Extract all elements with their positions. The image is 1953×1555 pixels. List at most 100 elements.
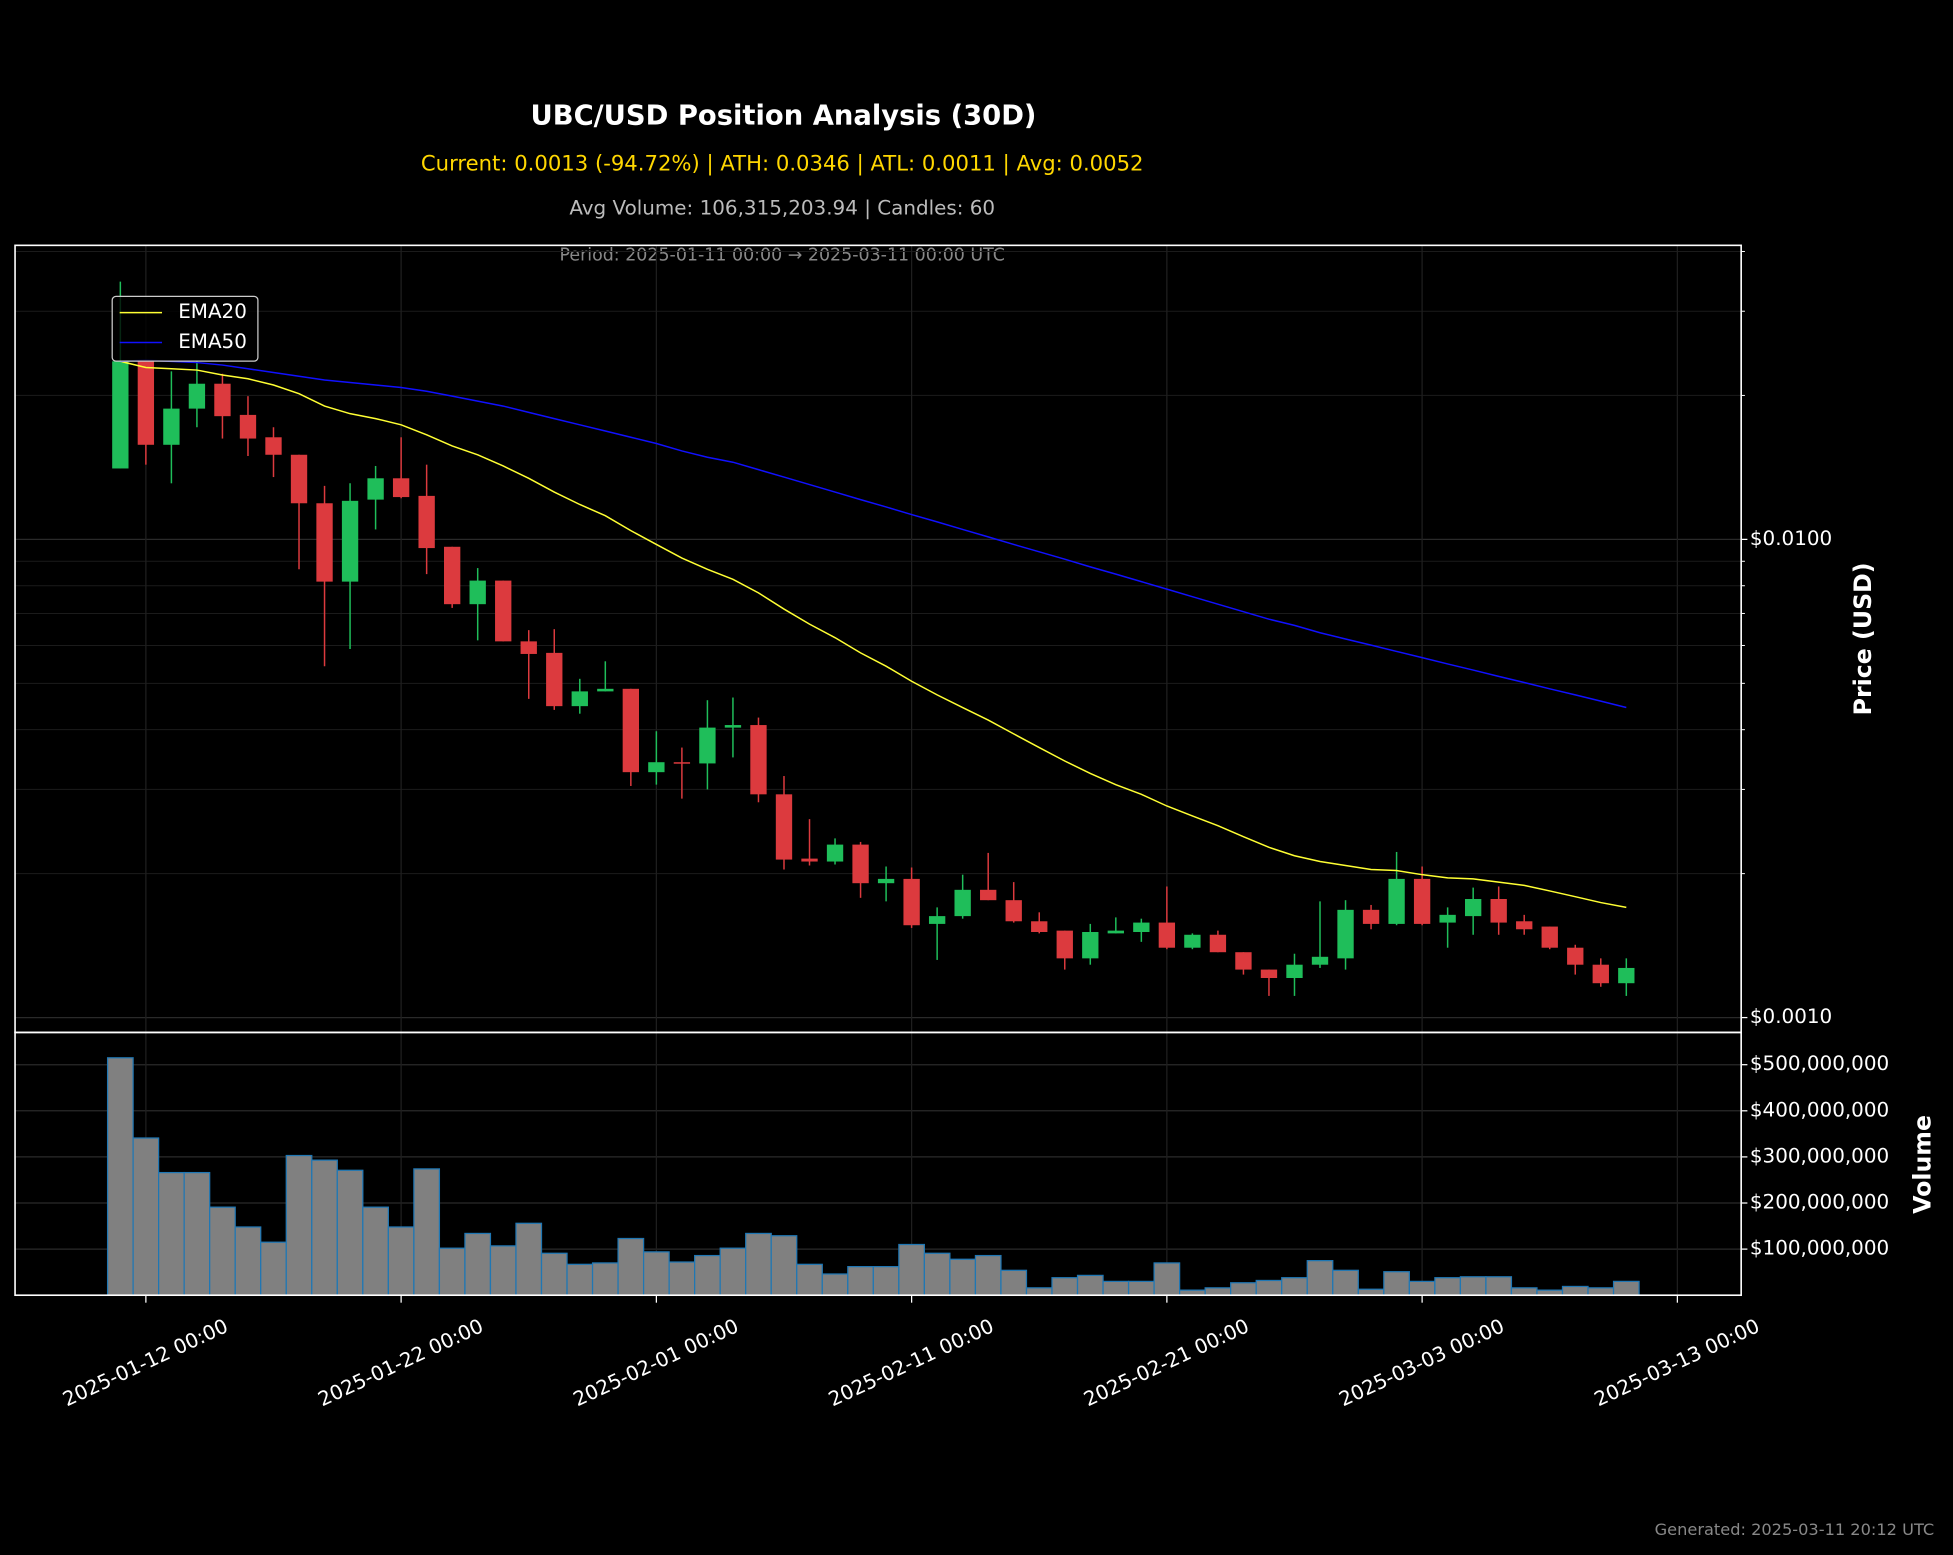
volume-bar [694, 1254, 721, 1296]
candle-body [290, 454, 308, 504]
volume-bar [1408, 1280, 1436, 1296]
volume-bar [311, 1159, 338, 1296]
candle-body [367, 478, 384, 500]
chart-title: UBC/USD Position Analysis (30D) [530, 101, 1036, 132]
candle-body [1031, 921, 1048, 932]
candle-body [622, 688, 640, 773]
y-tick-label: $200,000,000 [1750, 1191, 1889, 1214]
volume-bar [413, 1168, 441, 1296]
volume-bar [489, 1245, 517, 1296]
candle-body [112, 361, 129, 469]
candle-body [1286, 964, 1303, 978]
ema-line [120, 359, 1627, 709]
candle-body [1209, 934, 1227, 953]
candle-body [877, 878, 895, 884]
volume-bar [260, 1241, 287, 1296]
volume-bar [1510, 1287, 1538, 1296]
candle-body [495, 580, 512, 642]
volume-bar [668, 1261, 696, 1296]
candle-body [316, 503, 333, 582]
chart-info: Avg Volume: 106,315,203.94 | Candles: 60 [569, 197, 995, 220]
y-tick-label: $500,000,000 [1750, 1052, 1889, 1075]
candle-body [444, 546, 461, 605]
volume-bar [745, 1232, 772, 1296]
volume-bar [566, 1263, 594, 1296]
candle-body [341, 500, 359, 582]
y-axis-label: Price (USD) [1849, 562, 1877, 715]
candle-body [1362, 909, 1380, 924]
candle-body [1005, 900, 1022, 922]
y-tick-label: $300,000,000 [1750, 1144, 1889, 1167]
candle-body [239, 414, 257, 439]
y-tick-label: $100,000,000 [1750, 1237, 1889, 1260]
volume-bar [591, 1262, 619, 1296]
volume-bar [949, 1258, 977, 1296]
candle-body [1056, 930, 1073, 959]
period-text: Period: 2025-01-11 00:00 → 2025-03-11 00… [559, 245, 1004, 265]
y-axis-label: Volume [1909, 1115, 1937, 1214]
volume-bar [821, 1273, 849, 1296]
candle-body [163, 408, 180, 445]
candle-body [546, 652, 563, 707]
volume-bar [719, 1247, 747, 1296]
candle-body [801, 858, 818, 862]
candle-body [980, 889, 997, 901]
legend-label: EMA50 [178, 330, 247, 353]
volume-bar [923, 1252, 951, 1296]
candle-body [826, 844, 844, 862]
candle-body [1337, 909, 1354, 959]
candle-body [1107, 930, 1124, 934]
axes-frame [14, 1031, 1742, 1297]
candle-body [1541, 926, 1558, 948]
volume-bar [770, 1235, 798, 1296]
candle-body [903, 878, 920, 926]
candle-body [1260, 969, 1278, 978]
candle-body [954, 889, 971, 917]
volume-bar [1485, 1276, 1513, 1296]
candle-body [1567, 947, 1584, 965]
volume-bar [847, 1266, 874, 1296]
volume-bar [796, 1263, 823, 1296]
volume-bar [1230, 1282, 1257, 1296]
candle-body [775, 794, 793, 860]
candle-body [265, 437, 282, 455]
candle-body [648, 762, 665, 773]
candle-body [699, 727, 716, 764]
volume-bar [183, 1171, 211, 1296]
candle-body [928, 916, 946, 924]
volume-bar [1383, 1271, 1410, 1296]
volume-bar [106, 1057, 134, 1296]
volume-bar [1587, 1287, 1615, 1296]
y-tick-label: $0.0100 [1750, 527, 1832, 550]
volume-bar [464, 1232, 492, 1296]
volume-bar [1127, 1280, 1155, 1296]
candle-body [469, 580, 486, 605]
candle-body [673, 762, 691, 764]
legend-label: EMA20 [178, 300, 247, 323]
volume-bar [515, 1222, 543, 1296]
candle-body [1413, 878, 1431, 924]
candle-body [1439, 914, 1456, 923]
footer-text: Generated: 2025-03-11 20:12 UTC [1655, 1520, 1935, 1539]
volume-bar [1255, 1279, 1283, 1296]
candle-body [137, 361, 155, 445]
volume-bar [1000, 1269, 1028, 1296]
candle-body [418, 495, 435, 549]
volume-bar [438, 1247, 466, 1296]
candle-body [520, 641, 537, 654]
candle-body [188, 383, 206, 409]
candle-body [1490, 899, 1507, 923]
volume-bar [1612, 1280, 1640, 1296]
volume-bar [132, 1137, 160, 1296]
volume-bar [1561, 1285, 1589, 1296]
candle-body [1618, 967, 1635, 984]
candle-body [1311, 956, 1329, 965]
volume-bar [1332, 1269, 1359, 1296]
candle-body [1184, 934, 1201, 948]
chart-subtitle: Current: 0.0013 (-94.72%) | ATH: 0.0346 … [421, 150, 1144, 176]
ema-line [120, 360, 1627, 909]
volume-bar [1306, 1260, 1334, 1296]
candle-body [597, 688, 614, 692]
